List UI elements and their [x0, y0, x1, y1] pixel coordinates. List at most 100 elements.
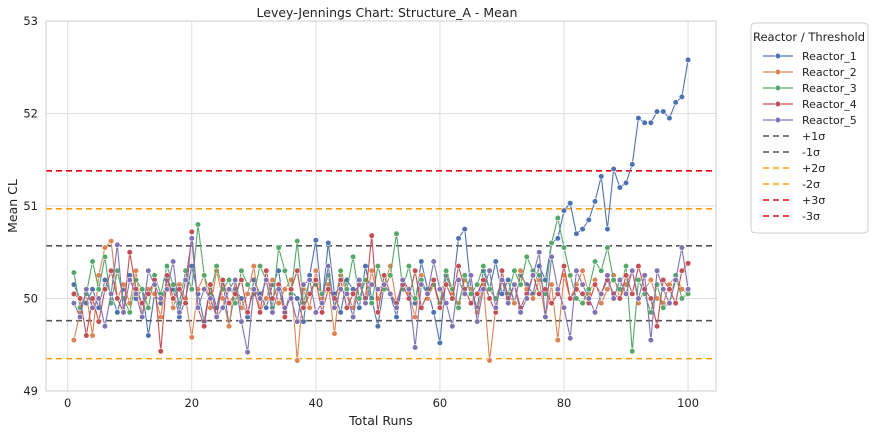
data-point [238, 318, 245, 325]
data-point [678, 244, 685, 251]
data-point [567, 335, 574, 342]
legend-item: +3σ [763, 194, 825, 207]
data-point [653, 108, 661, 115]
data-point [287, 286, 295, 293]
data-point [114, 241, 121, 248]
data-point [126, 276, 133, 284]
data-point [554, 235, 561, 242]
data-point [591, 309, 599, 316]
data-point [604, 272, 611, 279]
data-point [461, 272, 468, 279]
data-point [622, 179, 630, 186]
data-point [126, 309, 133, 316]
data-point [672, 276, 679, 284]
data-point [548, 281, 555, 288]
data-point [635, 295, 642, 302]
data-point [622, 290, 630, 297]
data-point [281, 267, 288, 274]
data-point [653, 323, 661, 330]
x-tick-label: 100 [677, 396, 699, 410]
plot-frame [45, 20, 717, 392]
data-point [616, 295, 623, 302]
data-point [256, 295, 264, 302]
data-point [281, 304, 288, 311]
series-reactor-5 [70, 235, 692, 356]
data-point [430, 309, 437, 316]
data-point [430, 276, 437, 284]
legend-item: Reactor_2 [763, 66, 857, 79]
data-point [349, 313, 357, 321]
data-point [635, 276, 642, 284]
data-point [145, 304, 152, 311]
y-tick-label: 52 [23, 107, 38, 121]
data-point [498, 290, 506, 297]
data-point [362, 263, 369, 270]
data-point [337, 286, 344, 293]
data-point [101, 286, 109, 293]
data-point [145, 290, 152, 297]
data-point [666, 115, 673, 122]
legend-label: +3σ [802, 194, 825, 207]
data-point [424, 290, 431, 297]
data-point [554, 337, 561, 344]
data-point [467, 300, 475, 307]
data-point [635, 115, 642, 122]
data-point [641, 119, 648, 126]
data-point [207, 281, 214, 288]
data-point [120, 309, 127, 316]
data-point [672, 99, 679, 106]
data-point [647, 295, 654, 302]
data-point [213, 313, 220, 321]
data-point [101, 244, 109, 251]
data-point [294, 267, 301, 274]
data-point [511, 300, 518, 307]
data-point [554, 286, 561, 293]
data-point [250, 263, 257, 270]
data-point [145, 332, 152, 339]
data-point [207, 295, 214, 302]
data-point [145, 267, 152, 274]
data-point [653, 267, 661, 274]
data-point [443, 267, 450, 274]
data-point [529, 272, 537, 279]
data-point [300, 304, 307, 311]
data-point [77, 295, 84, 302]
data-point [629, 161, 636, 168]
data-point [343, 290, 350, 297]
data-point [604, 226, 611, 233]
data-point [405, 263, 413, 270]
series-reactor-4 [70, 228, 692, 355]
data-point [567, 200, 574, 207]
legend-swatch-marker [774, 116, 782, 124]
data-point [381, 281, 388, 288]
data-point [486, 267, 493, 274]
data-point [647, 276, 654, 284]
data-point [294, 318, 301, 325]
data-point [598, 290, 605, 297]
data-point [108, 267, 115, 274]
data-point [188, 286, 195, 293]
data-point [294, 357, 301, 364]
data-point [238, 267, 245, 274]
data-point [170, 295, 177, 302]
legend-label: +2σ [802, 162, 825, 175]
data-point [356, 304, 363, 311]
data-point [225, 323, 233, 330]
data-point [467, 272, 475, 279]
data-point [684, 260, 692, 267]
data-point [666, 300, 673, 307]
legend-label: Reactor_2 [802, 66, 857, 79]
data-point [269, 309, 276, 316]
data-point [405, 295, 413, 302]
data-point [505, 300, 512, 307]
data-point [238, 276, 245, 284]
data-point [194, 304, 202, 311]
data-point [511, 281, 518, 288]
data-point [275, 286, 282, 293]
data-point [486, 295, 493, 302]
data-point [201, 286, 208, 293]
data-point [101, 323, 109, 330]
data-point [598, 267, 605, 274]
data-point [418, 281, 425, 288]
data-point [381, 272, 388, 279]
